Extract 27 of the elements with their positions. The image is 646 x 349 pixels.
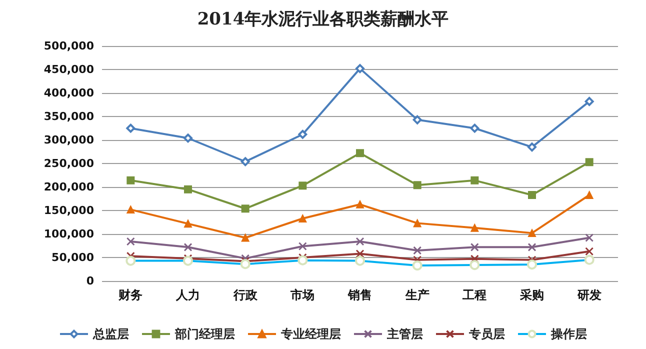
y-tick-label: 0 [86,274,94,288]
legend-label: 主管层 [386,327,423,341]
y-tick-label: 150,000 [44,204,94,217]
y-tick-label: 300,000 [44,134,94,146]
legend-label: 操作层 [550,327,587,341]
x-tick-label: 销售 [347,288,372,302]
x-tick-label: 市场 [290,288,315,302]
y-tick-label: 50,000 [52,251,94,264]
x-tick-label: 财务 [118,288,143,302]
legend-label: 部门经理层 [174,327,235,341]
y-tick-label: 350,000 [44,110,94,123]
legend-label: 总监层 [92,327,129,341]
y-tick-label: 100,000 [44,228,94,240]
chart-title: 2014年水泥行业各职类薪酬水平 [197,10,449,30]
x-tick-label: 行政 [232,288,258,302]
legend-label: 专员层 [468,327,505,341]
y-tick-label: 450,000 [44,63,94,76]
y-tick-label: 200,000 [44,180,94,194]
y-tick-label: 250,000 [44,157,94,170]
x-tick-label: 人力 [175,288,200,302]
x-tick-label: 研发 [576,288,602,302]
y-tick-label: 400,000 [44,86,94,100]
x-tick-label: 采购 [519,288,544,302]
legend-label: 专业经理层 [280,327,341,341]
x-tick-label: 生产 [404,288,430,302]
x-tick-label: 工程 [462,288,487,302]
y-tick-label: 500,000 [44,40,94,52]
